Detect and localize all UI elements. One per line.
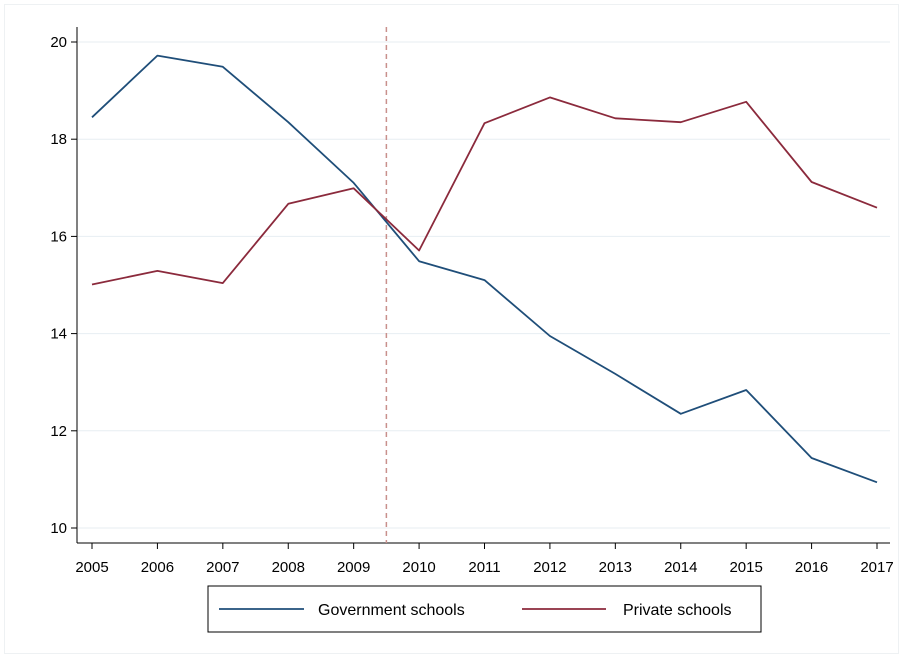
- legend-label-private-schools: Private schools: [623, 602, 732, 619]
- y-tick-label: 12: [50, 423, 67, 440]
- x-tick-label: 2006: [141, 559, 174, 576]
- chart-frame: [4, 4, 899, 654]
- y-tick-label: 10: [50, 520, 67, 537]
- government-schools-line: [91, 54, 878, 484]
- y-tick-label: 18: [50, 131, 67, 148]
- gridlines: [78, 41, 890, 529]
- legend-label-government-schools: Government schools: [318, 602, 465, 619]
- x-tick-label: 2013: [599, 559, 632, 576]
- series-lines: [91, 54, 878, 484]
- axes: 10 12 14 16 18 20 2005 2006 2007 2008 2009 2010 2011…: [50, 27, 894, 576]
- x-tick-label: 2017: [860, 559, 893, 576]
- x-tick-label: 2014: [664, 559, 697, 576]
- y-tick-label: 16: [50, 228, 67, 245]
- x-tick-label: 2008: [272, 559, 305, 576]
- y-tick-label: 14: [50, 326, 67, 343]
- y-tick-label: 20: [50, 34, 67, 51]
- x-tick-label: 2005: [75, 559, 108, 576]
- legend: Government schools Private schools: [207, 585, 762, 633]
- x-tick-label: 2015: [729, 559, 762, 576]
- private-schools-line: [91, 96, 878, 286]
- x-tick-label: 2009: [337, 559, 370, 576]
- x-tick-label: 2010: [402, 559, 435, 576]
- x-tick-label: 2016: [795, 559, 828, 576]
- x-tick-label: 2007: [206, 559, 239, 576]
- x-tick-label: 2012: [533, 559, 566, 576]
- x-tick-label: 2011: [468, 559, 500, 576]
